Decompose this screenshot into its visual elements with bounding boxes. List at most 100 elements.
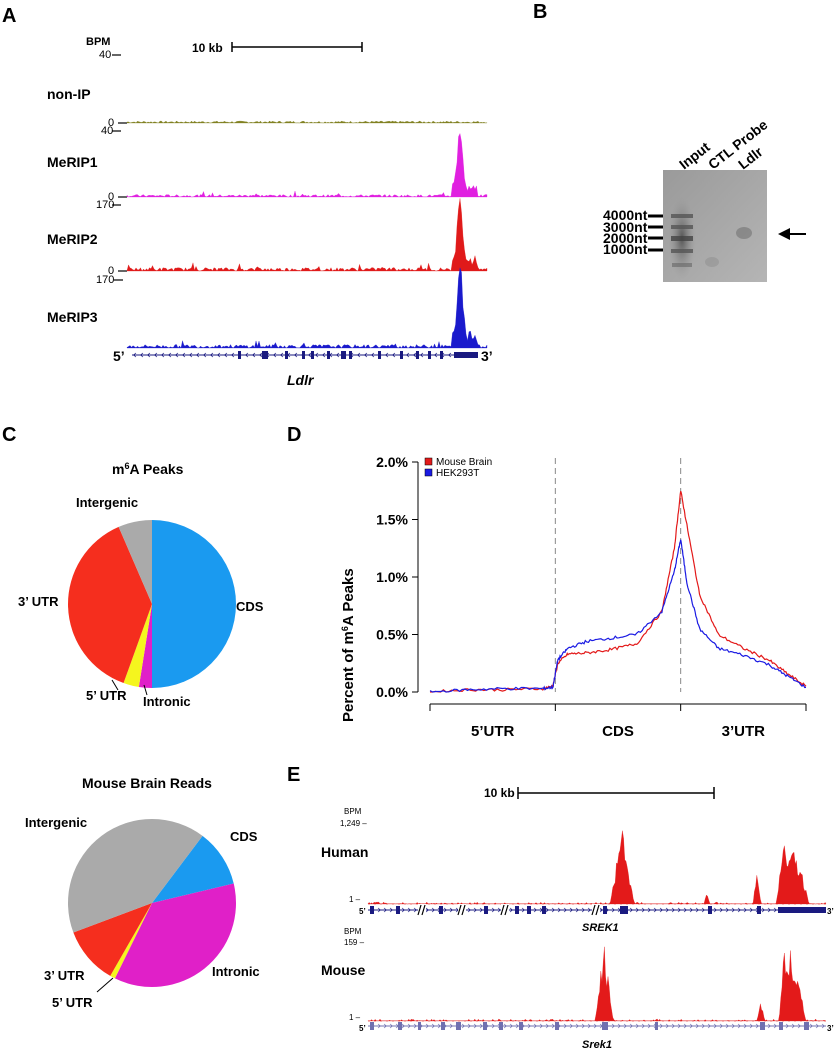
svg-text:0: 0 <box>108 265 114 277</box>
pie-slice-cds <box>152 520 236 688</box>
svg-text:4000nt: 4000nt <box>603 207 648 223</box>
coverage-track-e <box>367 946 827 1022</box>
lane-label-input: Input <box>676 138 713 172</box>
series-line-hek293t <box>429 539 807 693</box>
svg-text:Intergenic: Intergenic <box>76 495 138 510</box>
svg-text:3000nt: 3000nt <box>603 219 648 235</box>
svg-text:Intronic: Intronic <box>143 694 191 709</box>
panel-letter-e: E <box>287 764 300 786</box>
e-axis-labels: BPM 1,249 – 1 – BPM 159 – 1 – <box>340 807 367 1022</box>
size-markers: 4000nt 3000nt 2000nt 1000nt <box>603 207 648 257</box>
y-tick-label: 0.5% <box>376 627 408 643</box>
svg-text:BPM: BPM <box>344 927 362 936</box>
svg-text:1000nt: 1000nt <box>603 241 648 257</box>
coverage-track-merip3 <box>126 267 488 349</box>
svg-text:170: 170 <box>96 199 114 211</box>
metagene-chart: 0.0% 0.5% 1.0% 1.5% 2.0% 5’UTR CDS 3’UTR Mouse B… <box>376 454 807 740</box>
x-region-label: CDS <box>602 723 634 740</box>
svg-text:Intronic: Intronic <box>212 964 260 979</box>
panel-letter-c: C <box>2 424 16 446</box>
legend-label: HEK293T <box>436 468 479 479</box>
series-line-mouse-brain <box>430 490 807 693</box>
coverage-track-merip1 <box>126 133 488 198</box>
svg-text:BPM: BPM <box>344 807 362 816</box>
coverage-tracks-a <box>126 120 488 349</box>
y-tick-label: 1.5% <box>376 512 408 528</box>
x-region-label: 3’UTR <box>722 723 766 740</box>
scale-label-e: 10 kb <box>484 786 515 800</box>
legend-swatch <box>424 468 433 477</box>
svg-text:40: 40 <box>101 125 113 137</box>
pie1-labels: CDS Intronic 5’ UTR 3’ UTR Intergenic <box>18 495 264 709</box>
track-name-merip3: MeRIP3 <box>47 309 98 325</box>
svg-text:1,249 –: 1,249 – <box>340 819 367 828</box>
pie-mouse-brain-reads <box>67 818 236 988</box>
track-name-merip2: MeRIP2 <box>47 231 98 247</box>
species-mouse: Mouse <box>321 962 366 978</box>
five-prime-a: 5’ <box>113 348 125 364</box>
lane-labels: Input CTL Probe Ldlr <box>676 116 771 172</box>
coverage-track-e <box>367 830 827 905</box>
svg-text:170: 170 <box>96 274 114 286</box>
pie-title-mouse-brain-reads: Mouse Brain Reads <box>82 775 212 791</box>
svg-text:3’: 3’ <box>827 907 834 916</box>
svg-text:5’ UTR: 5’ UTR <box>52 995 93 1010</box>
coverage-track-merip2 <box>126 198 488 272</box>
svg-text:5’: 5’ <box>359 1024 366 1033</box>
panel-letter-a: A <box>2 5 16 27</box>
svg-text:0: 0 <box>108 191 114 203</box>
gene-name-ldlr: Ldlr <box>287 372 315 388</box>
gel-image <box>663 170 767 282</box>
svg-text:Intergenic: Intergenic <box>25 815 87 830</box>
pie-slice-intergenic <box>118 520 152 604</box>
pie-m6a-peaks <box>68 520 236 688</box>
y-tick-label: 1.0% <box>376 569 408 585</box>
svg-text:3’ UTR: 3’ UTR <box>44 968 85 983</box>
gene-name-srek1-human: SREK1 <box>582 922 619 934</box>
x-region-label: 5’UTR <box>471 723 515 740</box>
band-arrow <box>778 228 806 240</box>
pie-title-m6a-peaks: m6A Peaks <box>112 461 184 477</box>
legend-label: Mouse Brain <box>436 457 492 468</box>
e-gene-ends: 5’ 3’ 5’ 3’ <box>359 907 834 1033</box>
svg-text:1 –: 1 – <box>349 895 361 904</box>
species-human: Human <box>321 844 368 860</box>
pie-slice-3utr <box>73 903 152 976</box>
svg-text:5’ UTR: 5’ UTR <box>86 688 127 703</box>
pie-slice-intronic <box>114 883 236 988</box>
panel-letter-d: D <box>287 424 301 446</box>
y-tick-label: 0.0% <box>376 684 408 700</box>
track-name-merip1: MeRIP1 <box>47 154 98 170</box>
track-max-top: 40 <box>99 49 111 61</box>
svg-text:2000nt: 2000nt <box>603 230 648 246</box>
svg-text:5’: 5’ <box>359 907 366 916</box>
svg-text:1 –: 1 – <box>349 1013 361 1022</box>
pie-slice-cds <box>152 835 234 903</box>
pie-slice-3utr <box>68 526 152 684</box>
svg-text:159 –: 159 – <box>344 938 365 947</box>
pie-slice-intronic <box>138 604 152 688</box>
pie-slice-5utr <box>110 903 152 979</box>
scale-label-a: 10 kb <box>192 41 223 55</box>
coverage-track-non-ip <box>126 120 488 124</box>
svg-text:0: 0 <box>108 117 114 129</box>
gene-model-ldlr <box>132 351 478 359</box>
chart-ylabel: Percent of m6A Peaks <box>340 568 357 722</box>
pie2-labels: CDS Intronic 5’ UTR 3’ UTR Intergenic <box>25 815 260 1010</box>
y-tick-label: 2.0% <box>376 454 408 470</box>
svg-text:CDS: CDS <box>236 599 264 614</box>
bpm-label: BPM <box>86 36 110 48</box>
panel-letter-b: B <box>533 1 547 23</box>
svg-text:3’: 3’ <box>827 1024 834 1033</box>
pie-slice-intergenic <box>67 818 203 933</box>
legend-swatch <box>424 457 433 466</box>
coverage-tracks-e <box>367 830 827 1030</box>
track-name-non-ip: non-IP <box>47 86 91 102</box>
svg-text:CDS: CDS <box>230 829 258 844</box>
track-axis-labels: 0 40 0 170 0 170 <box>96 117 114 286</box>
svg-text:3’ UTR: 3’ UTR <box>18 594 59 609</box>
pie-slice-5utr <box>123 604 152 687</box>
three-prime-a: 3’ <box>481 348 493 364</box>
gene-name-srek1-mouse: Srek1 <box>582 1039 612 1050</box>
